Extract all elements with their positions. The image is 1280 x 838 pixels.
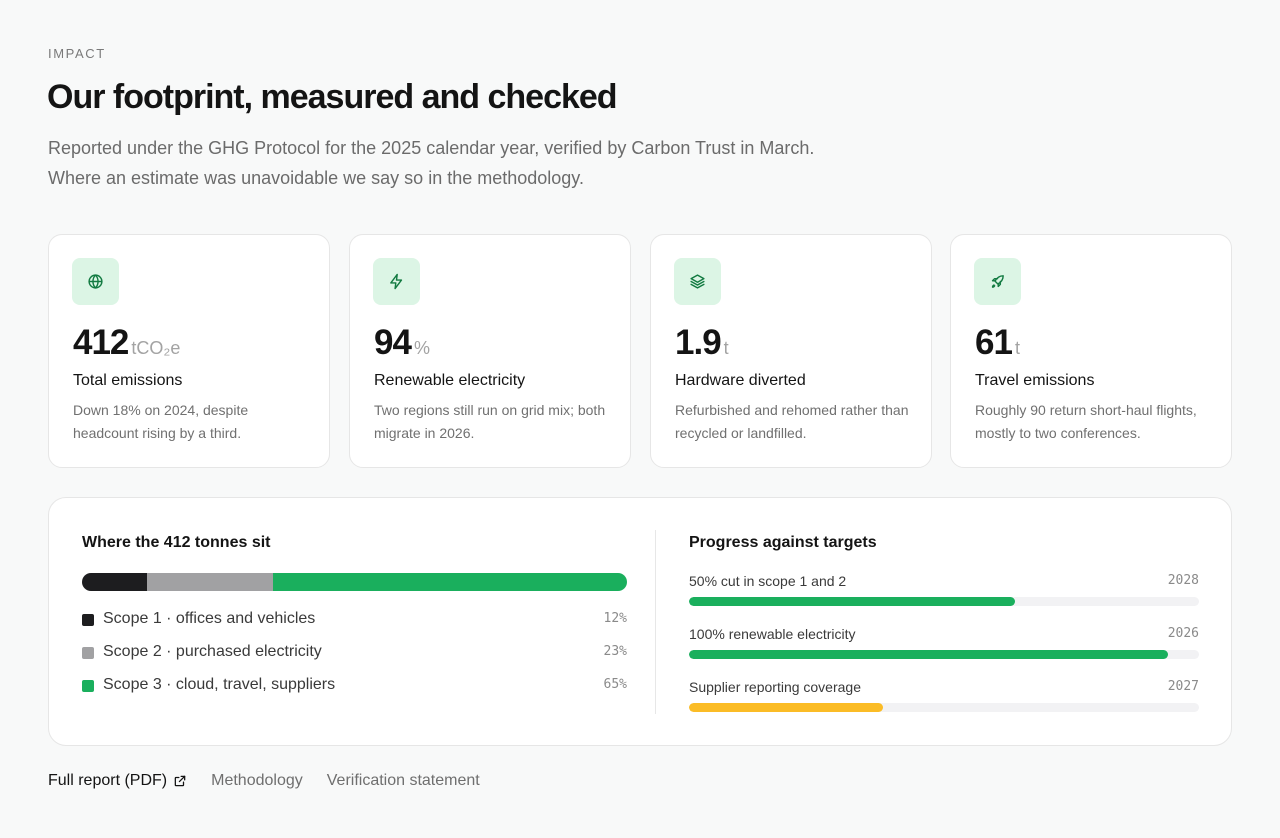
rocket-icon	[974, 258, 1021, 305]
target-item: 100% renewable electricity 2026	[689, 626, 1199, 679]
target-year: 2026	[1167, 626, 1199, 641]
legend-item-scope-3: Scope 3 · cloud, travel, suppliers 65%	[82, 676, 627, 709]
globe-icon	[72, 258, 119, 305]
metric-renewable-electricity: 94%	[374, 323, 430, 363]
metric-travel-emissions: 61 t	[975, 323, 1020, 363]
legend-percentage: 23%	[603, 644, 627, 659]
card-label: Travel emissions	[975, 372, 1095, 389]
card-label: Hardware diverted	[675, 372, 806, 389]
card-description: Down 18% on 2024, despite headcount risi…	[73, 402, 249, 441]
eyebrow-label: IMPACT	[48, 46, 106, 61]
stack-segment-scope-1	[82, 573, 148, 591]
panel-divider	[655, 530, 656, 714]
target-item: Supplier reporting coverage 2027	[689, 679, 1199, 732]
full-report-link-label: Full report (PDF)	[48, 772, 168, 789]
target-label: 100% renewable electricity	[689, 626, 856, 642]
stack-segment-scope-2	[147, 573, 273, 591]
target-item: 50% cut in scope 1 and 2 2028	[689, 573, 1199, 626]
card-label: Renewable electricity	[374, 372, 526, 389]
stack-segment-scope-3	[272, 573, 627, 591]
metric-unit: t	[723, 338, 729, 358]
metric-card-renewable-electricity: 94% Renewable electricity Two regions st…	[349, 234, 631, 468]
legend-item-scope-1: Scope 1 · offices and vehicles 12%	[82, 610, 627, 643]
metric-value: 1.9	[675, 323, 722, 362]
metric-unit: tCO₂e	[131, 338, 181, 358]
target-label: 50% cut in scope 1 and 2	[689, 573, 847, 589]
legend-swatch	[82, 647, 94, 659]
scope-stacked-bar	[82, 573, 627, 591]
metric-card-total-emissions: 412 tCO₂e Total emissions Down 18% on 202…	[48, 234, 330, 468]
legend-label: Scope 1 · offices and vehicles	[103, 610, 316, 627]
metric-hardware-diverted: 1.9 t	[675, 323, 729, 363]
metric-value: 61	[975, 323, 1013, 362]
legend-swatch	[82, 614, 94, 626]
metric-card-hardware-diverted: 1.9 t Hardware diverted Refurbished and r…	[650, 234, 932, 468]
methodology-link[interactable]: Methodology	[211, 772, 303, 789]
card-description: Roughly 90 return short-haul flights, mo…	[975, 402, 1197, 441]
scope-legend: Scope 1 · offices and vehicles 12% Scope…	[82, 610, 627, 709]
report-links: Full report (PDF) Methodology Verificati…	[48, 772, 480, 790]
page-title: Our footprint, measured and checked	[47, 78, 618, 116]
legend-label: Scope 2 · purchased electricity	[103, 643, 322, 660]
target-label: Supplier reporting coverage	[689, 679, 861, 695]
card-label: Total emissions	[73, 372, 183, 389]
target-progress-track	[689, 650, 1199, 659]
verification-statement-link[interactable]: Verification statement	[326, 772, 480, 789]
metric-card-travel-emissions: 61 t Travel emissions Roughly 90 return s…	[950, 234, 1232, 468]
target-year: 2027	[1167, 679, 1199, 694]
metric-total-emissions: 412 tCO₂e	[73, 323, 180, 363]
metric-cards: 412 tCO₂e Total emissions Down 18% on 202…	[48, 234, 1232, 468]
target-progress-fill	[689, 703, 883, 712]
targets-title: Progress against targets	[689, 534, 877, 551]
target-progress-fill	[689, 650, 1169, 659]
breakdown-title: Where the 412 tonnes sit	[82, 534, 271, 551]
target-progress-track	[689, 703, 1199, 712]
lightning-icon	[373, 258, 420, 305]
card-description: Two regions still run on grid mix; both …	[374, 402, 606, 441]
metric-value: 412	[73, 323, 129, 362]
legend-item-scope-2: Scope 2 · purchased electricity 23%	[82, 643, 627, 676]
metric-value: 94	[374, 323, 412, 362]
legend-label: Scope 3 · cloud, travel, suppliers	[103, 676, 336, 693]
card-description: Refurbished and rehomed rather than recy…	[675, 402, 909, 441]
targets-list: 50% cut in scope 1 and 2 2028 100% renew…	[689, 573, 1199, 732]
target-progress-fill	[689, 597, 1016, 606]
metric-unit: t	[1014, 338, 1020, 358]
target-progress-track	[689, 597, 1199, 606]
legend-swatch	[82, 680, 94, 692]
external-link-icon	[174, 775, 186, 787]
breakdown-panel: Where the 412 tonnes sit Scope 1 · offic…	[48, 497, 1232, 746]
metric-unit: %	[413, 338, 430, 358]
legend-percentage: 65%	[603, 677, 627, 692]
full-report-link[interactable]: Full report (PDF)	[48, 772, 187, 790]
intro-text: Reported under the GHG Protocol for the …	[48, 138, 815, 188]
target-year: 2028	[1167, 573, 1199, 588]
legend-percentage: 12%	[603, 611, 627, 626]
layers-icon	[674, 258, 721, 305]
